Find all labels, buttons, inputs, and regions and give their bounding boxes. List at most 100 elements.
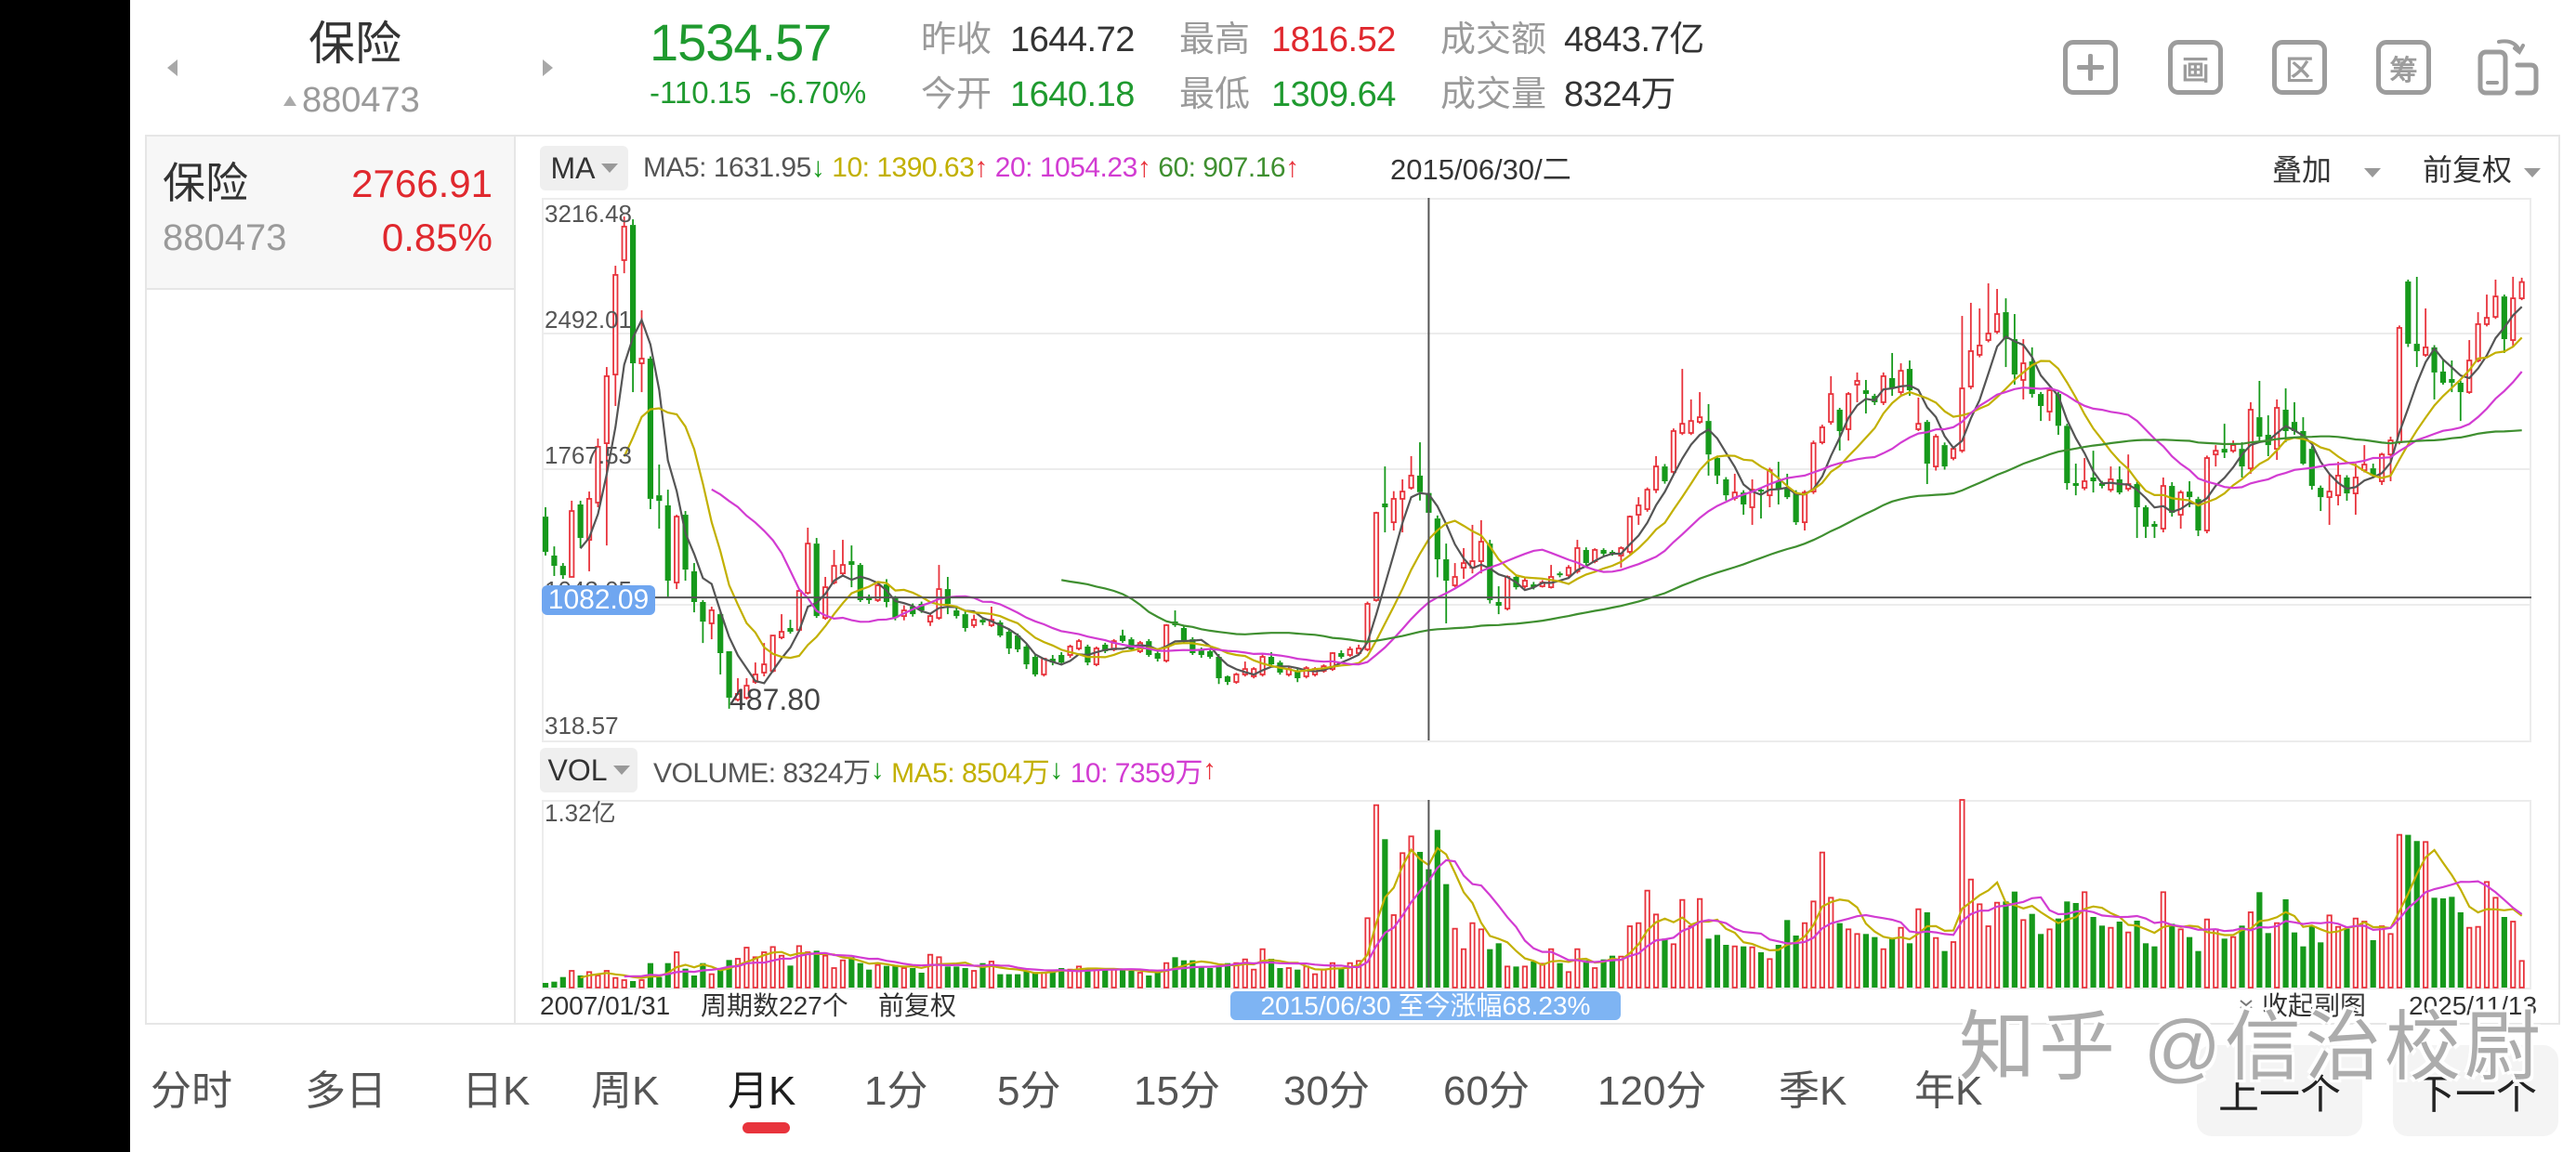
prev-arrow-icon[interactable] bbox=[167, 59, 177, 76]
volume-bar-down bbox=[2055, 918, 2062, 988]
chevron-down-icon bbox=[612, 766, 630, 775]
volume-bar-down bbox=[848, 957, 855, 988]
candle-down bbox=[2003, 298, 2009, 368]
volume-bar-up bbox=[2483, 881, 2491, 988]
volume-bar-up bbox=[595, 975, 601, 988]
candle-up bbox=[822, 576, 829, 621]
volume-bar-up bbox=[761, 951, 768, 988]
volume-bar-down bbox=[682, 968, 689, 988]
tab-intraday[interactable]: 分时 bbox=[151, 1068, 232, 1114]
tab-yearly-k[interactable]: 年K bbox=[1914, 1068, 1983, 1114]
ma-legend: MA5: 1631.95 ↓ 10: 1390.63 ↑ 20: 1054.23… bbox=[643, 150, 1307, 187]
tab-multi-day[interactable]: 多日 bbox=[305, 1068, 387, 1114]
volume-bar-down bbox=[700, 962, 706, 988]
volume-bar-up bbox=[1985, 925, 1991, 988]
candle-down bbox=[1662, 464, 1668, 484]
candle-up bbox=[1626, 515, 1633, 555]
range-icon[interactable]: 区 bbox=[2272, 40, 2327, 95]
volume-bar-up bbox=[621, 979, 627, 988]
volume-bar-down bbox=[1872, 936, 1878, 988]
range-change-badge[interactable]: 2015/06/30 至今涨幅68.23% bbox=[1230, 991, 1621, 1020]
candle-up bbox=[1259, 654, 1266, 677]
candle-down bbox=[962, 610, 968, 632]
volume-bar-up bbox=[2423, 841, 2429, 988]
next-arrow-icon[interactable] bbox=[543, 59, 553, 76]
rotate-screen-icon[interactable] bbox=[2477, 37, 2542, 97]
volume-bar-up bbox=[2046, 928, 2053, 988]
volume-bar-up bbox=[927, 953, 934, 988]
candle-down bbox=[1154, 650, 1161, 662]
volume-bar-down bbox=[1049, 969, 1056, 988]
tab-weekly-k[interactable]: 周K bbox=[591, 1068, 660, 1114]
volume-bar-down bbox=[2282, 898, 2289, 988]
candle-up bbox=[2108, 466, 2114, 492]
volume-bar-up bbox=[1067, 968, 1073, 988]
candle-up bbox=[2423, 308, 2429, 357]
volume-bar-down bbox=[2038, 934, 2044, 988]
candle-down bbox=[1836, 408, 1843, 451]
candle-down bbox=[1924, 420, 1930, 485]
volume-bar-down bbox=[1662, 938, 1668, 988]
volume-bar-down bbox=[979, 962, 986, 988]
volume-bar-down bbox=[2344, 928, 2350, 988]
volume-bar-up bbox=[1242, 958, 1248, 988]
ma60-line bbox=[1061, 429, 2522, 643]
volume-chart[interactable] bbox=[542, 799, 2531, 988]
tab-5min[interactable]: 5分 bbox=[997, 1068, 1061, 1114]
candlestick-chart[interactable] bbox=[542, 198, 2531, 740]
tab-15min[interactable]: 15分 bbox=[1134, 1068, 1220, 1114]
candle-up bbox=[1478, 519, 1484, 574]
draw-icon[interactable]: 画 bbox=[2168, 40, 2223, 95]
vol-ma10-value: 10: 7359万 bbox=[1070, 758, 1203, 789]
volume-bar-down bbox=[1924, 912, 1930, 988]
sidebar-item-insurance[interactable] bbox=[147, 137, 514, 290]
collapse-label: 收起副图 bbox=[2262, 991, 2367, 1020]
volume-bar-up bbox=[1111, 968, 1117, 988]
candle-down bbox=[664, 490, 671, 598]
volume-bar-up bbox=[2334, 925, 2342, 988]
ma-indicator-selector[interactable]: MA bbox=[540, 146, 628, 190]
candle-down bbox=[1443, 543, 1450, 623]
volume-bar-up bbox=[1652, 913, 1660, 988]
chips-icon[interactable]: 筹 bbox=[2376, 40, 2431, 95]
prev-stock-button[interactable]: 上一个 bbox=[2197, 1045, 2362, 1136]
volume-bar-up bbox=[1845, 928, 1852, 988]
volume-bar-up bbox=[831, 967, 837, 988]
next-stock-button[interactable]: 下一个 bbox=[2393, 1045, 2558, 1136]
tab-60min[interactable]: 60分 bbox=[1443, 1068, 1530, 1114]
sidebar-item-name: 保险 bbox=[163, 159, 248, 207]
tab-monthly-k[interactable]: 月K bbox=[728, 1068, 796, 1114]
candle-up bbox=[1408, 455, 1414, 491]
candle-down bbox=[2265, 415, 2271, 456]
volume-bar-down bbox=[1600, 959, 1607, 988]
vol-indicator-selector[interactable]: VOL bbox=[540, 748, 637, 792]
volume-bar-up bbox=[734, 958, 742, 988]
volume-bar-up bbox=[1749, 946, 1755, 988]
adjust-mode: 前复权 bbox=[878, 991, 957, 1020]
tab-quarterly-k[interactable]: 季K bbox=[1779, 1068, 1847, 1114]
volume-bar-down bbox=[1180, 960, 1188, 988]
candle-down bbox=[1487, 540, 1493, 604]
candle-up bbox=[1993, 289, 2001, 334]
volume-bar-up bbox=[603, 970, 610, 988]
candle-down bbox=[1495, 586, 1502, 615]
overlay-dropdown[interactable]: 叠加 bbox=[2272, 151, 2381, 189]
volume-bar-up bbox=[1880, 948, 1886, 988]
ma60-value: 60: 907.16 bbox=[1158, 152, 1286, 183]
tab-30min[interactable]: 30分 bbox=[1283, 1068, 1370, 1114]
ma20-value: 20: 1054.23 bbox=[994, 152, 1137, 183]
collapse-subchart-button[interactable]: 收起副图 bbox=[2238, 991, 2366, 1021]
volume-bar-down bbox=[1207, 968, 1214, 988]
tab-120min[interactable]: 120分 bbox=[1597, 1068, 1707, 1114]
tab-daily-k[interactable]: 日K bbox=[462, 1068, 531, 1114]
tab-1min[interactable]: 1分 bbox=[864, 1068, 928, 1114]
candle-up bbox=[674, 515, 680, 590]
volume-bar-up bbox=[1810, 900, 1817, 988]
candle-up bbox=[1854, 372, 1860, 402]
volume-bar-up bbox=[2213, 928, 2219, 988]
adjust-dropdown[interactable]: 前复权 bbox=[2423, 151, 2541, 189]
volume-bar-up bbox=[2125, 931, 2132, 988]
stat-value-open: 1640.18 bbox=[1010, 75, 1135, 114]
add-icon[interactable] bbox=[2063, 40, 2118, 95]
candle-up bbox=[1967, 302, 1974, 389]
